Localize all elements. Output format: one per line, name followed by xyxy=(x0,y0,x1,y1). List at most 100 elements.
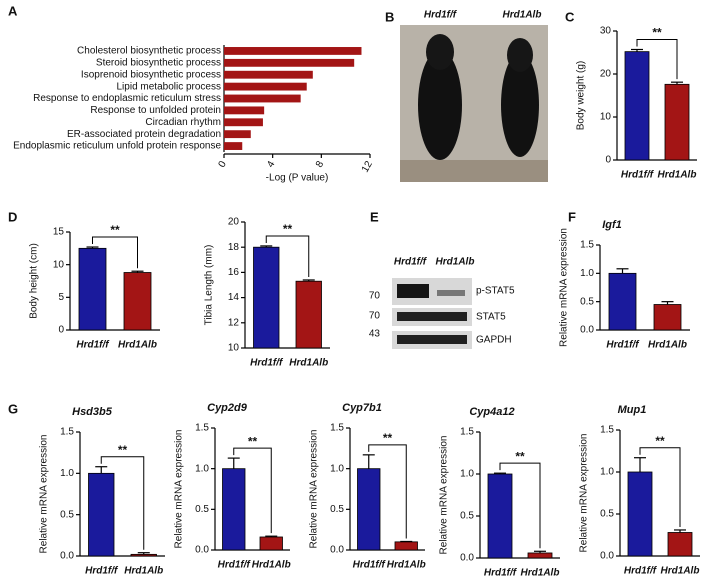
significance-bracket xyxy=(100,456,145,550)
y-tick-label: 0.5 xyxy=(580,296,594,307)
marker-label: 70 xyxy=(369,291,381,302)
bar xyxy=(653,304,682,331)
y-tick-label: 0.5 xyxy=(460,511,474,522)
panel-letter: G xyxy=(8,401,18,416)
bar xyxy=(487,473,513,559)
x-tick-label: 4 xyxy=(265,159,278,170)
bar xyxy=(123,272,152,331)
category-label: Response to endoplasmic reticulum stress xyxy=(33,93,221,104)
significance-bracket xyxy=(92,236,138,269)
significance: ** xyxy=(383,431,393,445)
category-label: Hrd1f/f xyxy=(76,340,110,351)
bar xyxy=(224,47,362,55)
bar xyxy=(222,468,246,551)
y-tick-label: 14 xyxy=(228,292,240,303)
category-label: Endoplasmic reticulum unfold protein res… xyxy=(13,141,221,152)
bar xyxy=(667,532,693,557)
bar xyxy=(295,280,322,349)
photo-label: Hrd1f/f xyxy=(424,10,458,21)
chart-title: Cyp4a12 xyxy=(469,406,514,418)
bar xyxy=(224,94,301,103)
significance: ** xyxy=(283,222,293,236)
lane-label: Hrd1Alb xyxy=(436,257,475,268)
bar xyxy=(664,83,690,161)
category-label: Hrd1f/f xyxy=(250,358,284,369)
category-label: Hrd1f/f xyxy=(606,340,640,351)
y-tick-label: 0.5 xyxy=(60,509,74,520)
chart-title: Cyp2d9 xyxy=(207,402,248,414)
y-tick-label: 0.0 xyxy=(460,553,474,564)
mouse-head xyxy=(426,34,454,70)
y-axis-label: Relative mRNA expression xyxy=(439,436,450,555)
bar xyxy=(130,553,157,557)
y-tick-label: 1.0 xyxy=(60,468,74,479)
category-label: Hrd1f/f xyxy=(353,560,387,571)
y-tick-label: 20 xyxy=(228,217,240,228)
x-tick-label: 8 xyxy=(314,159,327,170)
significance-bracket xyxy=(368,444,407,539)
panel-letter: C xyxy=(565,9,575,24)
bar xyxy=(608,272,637,331)
bar xyxy=(88,472,115,557)
significance-bracket xyxy=(636,38,678,80)
category-label: Hrd1Alb xyxy=(289,358,328,369)
y-tick-label: 1.5 xyxy=(460,427,474,438)
y-axis-label: Relative mRNA expression xyxy=(39,435,50,554)
y-tick-label: 1.5 xyxy=(580,240,594,251)
y-tick-label: 10 xyxy=(228,343,240,354)
y-tick-label: 1.0 xyxy=(600,467,614,478)
y-tick-label: 0.0 xyxy=(330,545,344,556)
y-tick-label: 16 xyxy=(228,267,240,278)
band xyxy=(397,312,467,321)
category-label: Hrd1Alb xyxy=(118,340,157,351)
y-tick-label: 15 xyxy=(53,227,65,238)
significance: ** xyxy=(110,223,120,237)
bar xyxy=(527,552,553,559)
y-tick-label: 0 xyxy=(58,325,64,336)
category-label: Hrd1f/f xyxy=(621,170,655,181)
y-axis-label: Relative mRNA expression xyxy=(579,434,590,553)
category-label: Hrd1Alb xyxy=(648,340,687,351)
panel-letter: E xyxy=(370,209,379,224)
x-tick-label: 12 xyxy=(360,159,375,175)
category-label: Hrd1Alb xyxy=(387,560,426,571)
significance-bracket xyxy=(265,235,310,277)
category-label: Hrd1f/f xyxy=(85,566,119,577)
panel-letter: B xyxy=(385,9,394,24)
y-tick-label: 0.0 xyxy=(60,551,74,562)
bar xyxy=(259,536,283,551)
y-tick-label: 30 xyxy=(600,26,612,37)
y-axis-label: Relative mRNA expression xyxy=(309,430,320,549)
y-tick-label: 20 xyxy=(600,69,612,80)
band-label: GAPDH xyxy=(476,335,512,346)
chart-title: Igf1 xyxy=(602,219,622,231)
category-label: Hrd1Alb xyxy=(124,566,163,577)
y-tick-label: 1.0 xyxy=(195,463,209,474)
category-label: Lipid metabolic process xyxy=(117,81,222,92)
x-tick-label: 0 xyxy=(217,159,230,170)
y-tick-label: 1.5 xyxy=(60,427,74,438)
chart-title: Mup1 xyxy=(618,404,647,416)
category-label: Hrd1Alb xyxy=(252,560,291,571)
bar xyxy=(624,51,650,161)
x-axis-label: -Log (P value) xyxy=(266,173,329,184)
category-label: Cholesterol biosynthetic process xyxy=(77,46,221,57)
blot-panel: E Hrd1f/f Hrd1Alb p-STAT5 STAT5 GAPDH 70… xyxy=(369,209,515,349)
bar xyxy=(357,468,381,551)
mouse-head xyxy=(507,38,533,72)
photo-bench xyxy=(400,160,548,182)
y-tick-label: 1.5 xyxy=(330,423,344,434)
y-tick-label: 1.5 xyxy=(600,425,614,436)
category-label: Hrd1Alb xyxy=(521,568,560,579)
bar xyxy=(253,246,280,349)
significance: ** xyxy=(248,434,258,448)
y-tick-label: 0.5 xyxy=(330,504,344,515)
lane-label: Hrd1f/f xyxy=(394,257,428,268)
bar xyxy=(224,82,307,91)
bar xyxy=(627,471,653,557)
chart-title: Cyp7b1 xyxy=(342,402,382,414)
y-tick-label: 12 xyxy=(228,317,240,328)
category-label: Hrd1Alb xyxy=(658,170,697,181)
y-tick-label: 0.0 xyxy=(580,325,594,336)
